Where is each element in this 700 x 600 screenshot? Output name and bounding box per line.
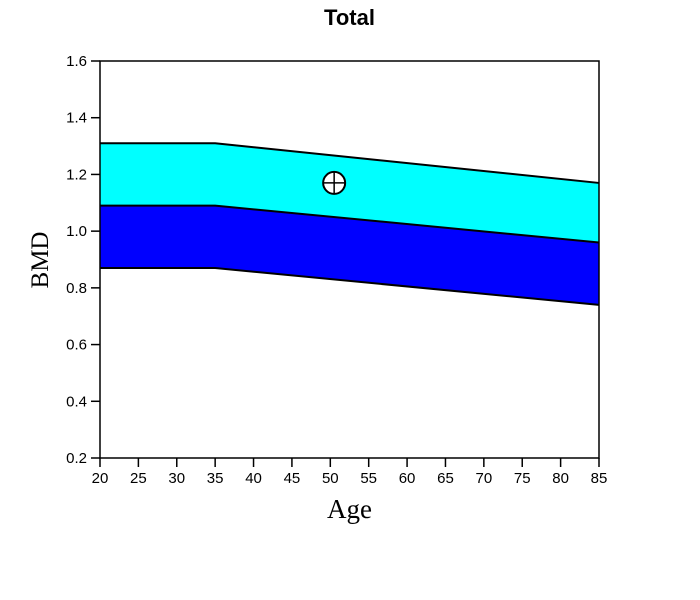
curve-upper [100, 142, 600, 184]
x-axis-label: Age [327, 494, 372, 524]
x-tick-label: 70 [476, 470, 493, 487]
curve-middle [100, 204, 600, 244]
x-tick-label: 45 [284, 470, 301, 487]
x-tick-label: 60 [399, 470, 416, 487]
plot-frame [99, 60, 600, 459]
y-tick-label: 1.2 [66, 166, 87, 183]
x-tick-label: 40 [245, 470, 262, 487]
chart-title: Total [324, 5, 375, 30]
patient-marker [322, 170, 347, 195]
y-tick-label: 0.8 [66, 280, 87, 297]
x-tick-label: 20 [92, 470, 109, 487]
curve-lower [100, 267, 600, 306]
band-lower-reference-band [100, 205, 599, 305]
band-upper-reference-band [100, 143, 599, 243]
x-tick-label: 80 [552, 470, 569, 487]
x-tick-label: 30 [168, 470, 185, 487]
x-tick-label: 50 [322, 470, 339, 487]
y-axis-label: BMD [27, 231, 54, 289]
x-tick-label: 25 [130, 470, 147, 487]
x-tick-label: 35 [207, 470, 224, 487]
y-tick-label: 1.0 [66, 223, 87, 240]
x-tick-label: 55 [360, 470, 377, 487]
y-tick-label: 1.6 [66, 53, 87, 70]
x-tick-label: 65 [437, 470, 454, 487]
x-tick-label: 75 [514, 470, 531, 487]
y-tick-label: 1.4 [66, 110, 87, 127]
y-tick-label: 0.6 [66, 337, 87, 354]
x-tick-label: 85 [591, 470, 608, 487]
y-tick-label: 0.4 [66, 393, 87, 410]
y-tick-label: 0.2 [66, 450, 87, 467]
